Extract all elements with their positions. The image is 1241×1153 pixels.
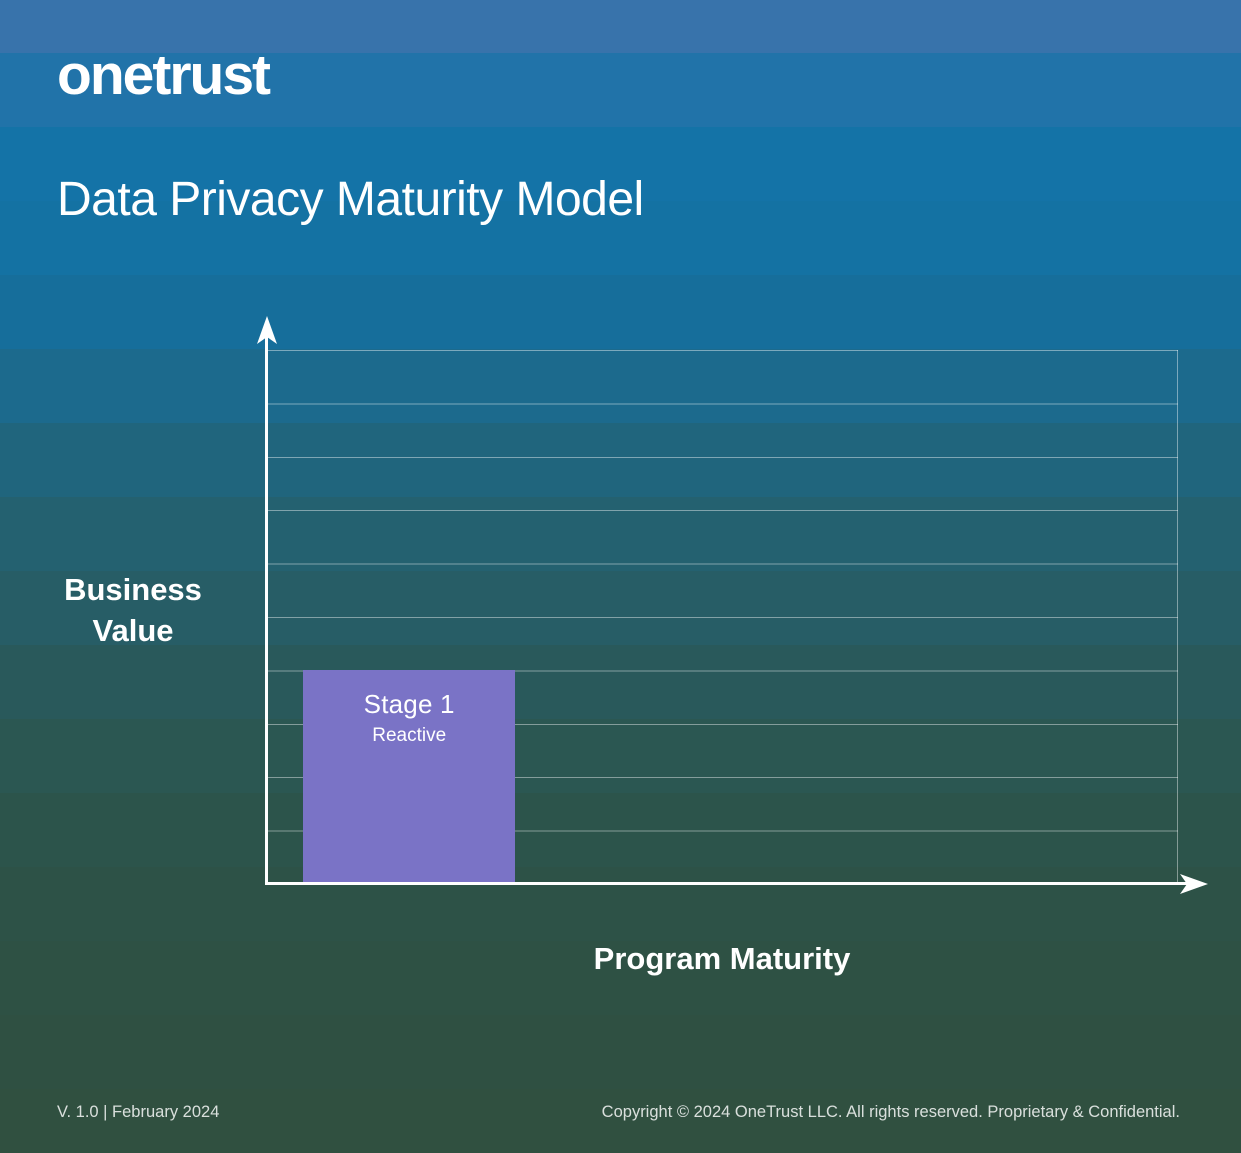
stage-sublabel: Reactive <box>372 725 447 747</box>
y-axis-label: Business Value <box>64 572 202 648</box>
copyright-text: Copyright © 2024 OneTrust LLC. All right… <box>601 1103 1180 1121</box>
x-axis-label: Program Maturity <box>593 941 851 976</box>
x-axis-arrow-icon <box>1180 874 1208 894</box>
x-axis-line <box>265 882 1191 885</box>
chart-bars: Stage 1 Reactive <box>266 350 1178 884</box>
stage-bar: Stage 1 Reactive <box>303 670 515 884</box>
page-title: Data Privacy Maturity Model <box>57 173 644 226</box>
stage-label: Stage 1 <box>363 689 455 720</box>
y-axis-line <box>265 331 268 884</box>
version-text: V. 1.0 | February 2024 <box>57 1103 220 1121</box>
y-axis-arrow-icon <box>257 316 277 344</box>
onetrust-logo: onetrust <box>57 43 271 107</box>
